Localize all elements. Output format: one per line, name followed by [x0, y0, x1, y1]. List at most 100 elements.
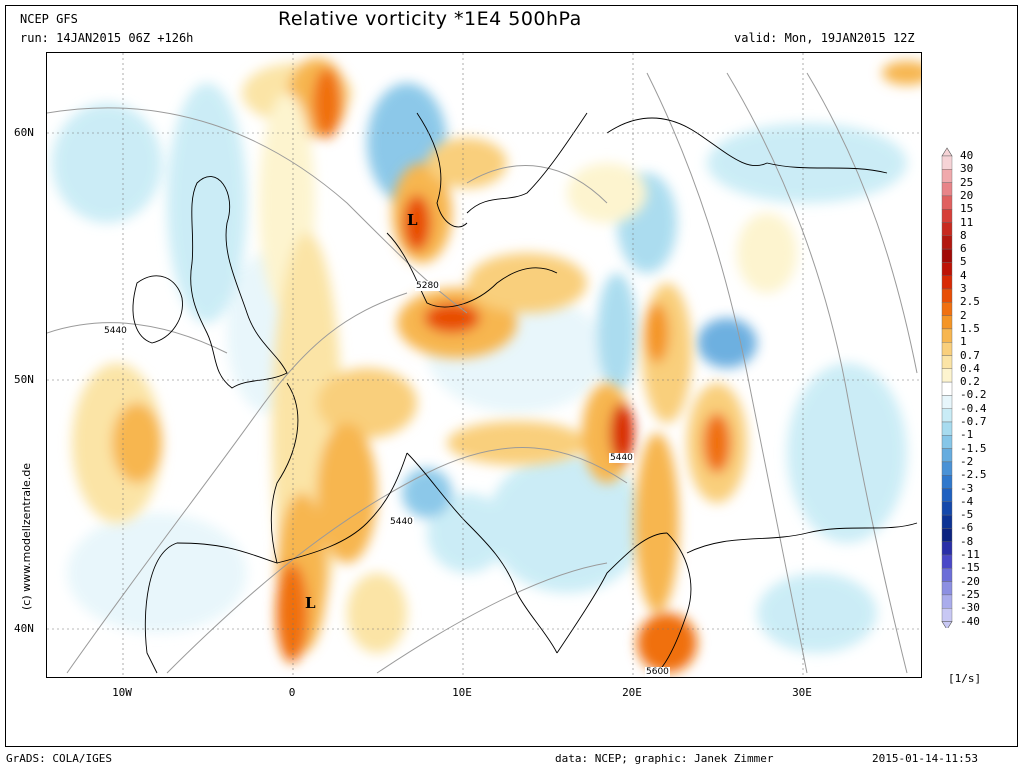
- legend-swatch: [941, 528, 953, 542]
- legend-level-label: -0.2: [960, 388, 987, 402]
- legend-level-label: 8: [960, 228, 967, 242]
- legend-level-label: 0.7: [960, 348, 980, 362]
- legend-swatch: [941, 541, 953, 556]
- legend-swatch: [941, 408, 953, 423]
- legend-level-label: 1.5: [960, 321, 980, 335]
- contour-label: 5280: [415, 281, 440, 291]
- color-legend: [941, 147, 953, 628]
- legend-swatch: [941, 355, 953, 370]
- legend-level-label: -0.7: [960, 415, 987, 428]
- legend-level-label: 0.2: [960, 375, 980, 389]
- legend-level-label: -5: [960, 508, 974, 522]
- legend-level-label: 6: [960, 242, 967, 256]
- legend-level-label: 30: [960, 162, 974, 176]
- legend-top-arrow: [941, 147, 953, 157]
- legend-level-label: -11: [960, 548, 980, 561]
- vorticity-field: [47, 53, 921, 677]
- legend-swatch: [941, 381, 953, 396]
- legend-level-label: 40: [960, 149, 974, 162]
- legend-swatch: [941, 275, 953, 290]
- legend-swatch: [941, 581, 953, 596]
- legend-level-label: -6: [960, 521, 974, 535]
- lat-label: 50N: [14, 373, 34, 386]
- lon-label: 10E: [452, 686, 472, 699]
- valid-time-label: valid: Mon, 19JAN2015 12Z: [734, 31, 915, 45]
- legend-swatch: [941, 222, 953, 237]
- legend-swatch: [941, 155, 953, 170]
- legend-swatch: [941, 315, 953, 330]
- legend-swatch: [941, 248, 953, 263]
- legend-swatch: [941, 182, 953, 197]
- legend-level-label: -8: [960, 534, 974, 548]
- legend-level-label: -1.5: [960, 441, 987, 455]
- contour-label: 5440: [609, 453, 634, 463]
- legend-swatch: [941, 501, 953, 516]
- legend-swatch: [941, 421, 953, 436]
- legend-swatch: [941, 608, 953, 622]
- legend-swatch: [941, 395, 953, 409]
- legend-level-label: 2: [960, 308, 967, 322]
- legend-level-label: -40: [960, 614, 980, 628]
- chart-title: Relative vorticity *1E4 500hPa: [278, 8, 582, 30]
- footer-credit: data: NCEP; graphic: Janek Zimmer: [555, 752, 774, 765]
- legend-swatch: [941, 554, 953, 569]
- legend-level-label: -0.4: [960, 401, 987, 415]
- legend-level-label: 4: [960, 268, 967, 282]
- legend-swatch: [941, 475, 953, 489]
- legend-swatch: [941, 568, 953, 582]
- contour-label: 5440: [103, 326, 128, 336]
- legend-level-label: 5: [960, 255, 967, 269]
- lon-label: 20E: [622, 686, 642, 699]
- legend-swatch: [941, 169, 953, 183]
- legend-swatch: [941, 288, 953, 303]
- legend-level-label: 11: [960, 215, 974, 229]
- credit-text: (c) www.modellzentrale.de: [20, 462, 33, 610]
- footer-software: GrADS: COLA/IGES: [6, 752, 112, 765]
- legend-level-label: 20: [960, 188, 974, 202]
- legend-level-label: 0.4: [960, 361, 980, 375]
- lat-label: 40N: [14, 622, 34, 635]
- legend-level-label: -30: [960, 601, 980, 615]
- low-pressure-marker: L: [305, 594, 316, 612]
- legend-swatch: [941, 195, 953, 210]
- legend-level-label: -3: [960, 481, 974, 495]
- legend-level-label: -2.5: [960, 468, 987, 482]
- contour-label: 5600: [645, 667, 670, 677]
- lat-label: 60N: [14, 126, 34, 139]
- legend-level-label: -2: [960, 454, 974, 468]
- legend-level-label: 15: [960, 202, 974, 216]
- lon-label: 30E: [792, 686, 812, 699]
- legend-swatch: [941, 328, 953, 343]
- legend-level-label: -1: [960, 428, 974, 442]
- legend-swatch: [941, 594, 953, 609]
- model-label: NCEP GFS: [20, 12, 78, 26]
- plot-frame: [5, 5, 1018, 747]
- legend-level-label: -15: [960, 561, 980, 575]
- legend-swatch: [941, 435, 953, 449]
- legend-swatch: [941, 302, 953, 316]
- legend-level-label: 25: [960, 175, 974, 189]
- legend-level-label: -4: [960, 494, 974, 508]
- legend-level-label: 3: [960, 282, 967, 295]
- map-panel: 5440 5280 5440 5440 5600 L L: [46, 52, 922, 678]
- footer-timestamp: 2015-01-14-11:53: [872, 752, 978, 765]
- legend-swatch: [941, 368, 953, 383]
- lon-label: 10W: [112, 686, 132, 699]
- lon-label: 0: [288, 686, 296, 699]
- legend-swatch: [941, 448, 953, 463]
- legend-swatch: [941, 262, 953, 276]
- contour-label: 5440: [389, 517, 414, 527]
- legend-level-label: 1: [960, 335, 967, 349]
- legend-level-label: -20: [960, 574, 980, 588]
- legend-swatch: [941, 235, 953, 250]
- legend-swatch: [941, 208, 953, 223]
- low-pressure-marker: L: [407, 211, 418, 229]
- legend-level-label: -25: [960, 587, 980, 601]
- legend-swatch: [941, 488, 953, 503]
- legend-unit: [1/s]: [948, 672, 982, 685]
- legend-level-label: 2.5: [960, 295, 980, 309]
- legend-bottom-arrow: [941, 621, 953, 628]
- legend-swatch: [941, 514, 953, 529]
- legend-swatch: [941, 341, 953, 356]
- legend-swatch: [941, 461, 953, 476]
